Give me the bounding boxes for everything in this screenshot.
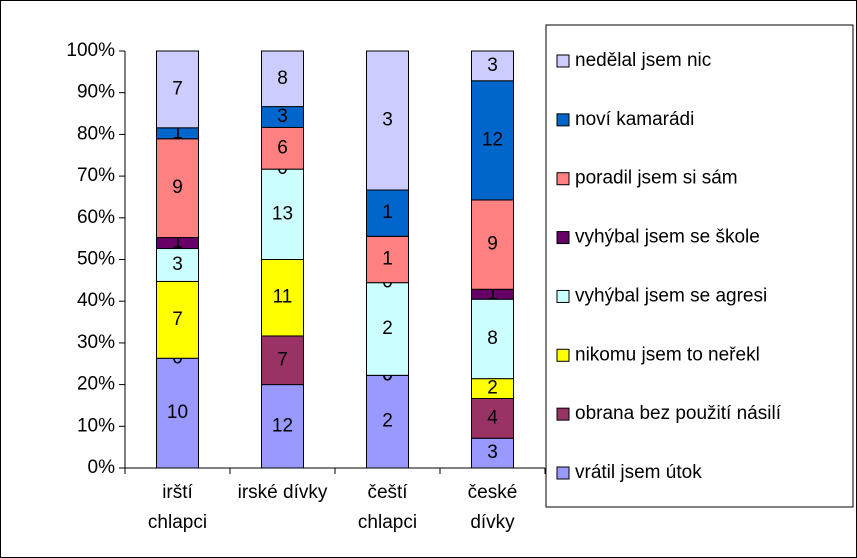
legend-label: noví kamarádi (575, 109, 694, 130)
data-label: 2 (382, 318, 393, 339)
bar-segment (156, 138, 199, 239)
bar-segment (156, 50, 199, 129)
y-tick-label: 10% (77, 415, 115, 436)
bar-segment (156, 280, 199, 359)
bar-segment (366, 374, 409, 469)
bar-segment (261, 335, 304, 386)
y-tick-label: 60% (77, 207, 115, 228)
bar-segment (471, 298, 514, 380)
bar-segment (366, 282, 409, 376)
data-label: 2 (382, 411, 393, 432)
legend-label: nikomu jsem to neřekl (575, 344, 760, 365)
data-label: 11 (273, 287, 293, 308)
x-tick-label: irští chlapci (147, 482, 208, 533)
bar-segment (471, 199, 514, 290)
data-label: 6 (277, 137, 288, 158)
y-tick-label: 70% (77, 165, 115, 186)
data-label: 7 (172, 309, 183, 330)
data-label: 1 (487, 283, 498, 304)
data-label: 7 (172, 78, 183, 99)
y-tick-label: 30% (77, 332, 115, 353)
bar-segment (261, 126, 304, 170)
legend-box (545, 24, 854, 508)
data-label: 2 (487, 378, 498, 399)
bar-segment (156, 248, 199, 282)
bar-segment (366, 189, 409, 237)
y-tick-label: 50% (77, 249, 115, 270)
data-label: 10 (167, 402, 188, 423)
legend-swatch (556, 172, 570, 186)
legend-label: nedělal jsem nic (575, 50, 711, 71)
legend-swatch (556, 289, 570, 303)
legend-label: obrana bez použití násilí (575, 403, 782, 424)
bar-segment (471, 50, 514, 82)
data-label: 1 (172, 232, 183, 253)
data-label: 3 (487, 55, 498, 76)
data-label: 3 (172, 254, 183, 275)
data-label: 4 (487, 407, 498, 428)
bar-segment (366, 50, 409, 191)
data-label: 3 (487, 442, 498, 463)
data-label: 8 (277, 68, 288, 89)
data-label: 7 (277, 349, 288, 370)
data-label: 1 (172, 122, 183, 143)
data-label: 3 (382, 110, 393, 131)
data-label: 1 (382, 249, 393, 270)
y-tick-label: 20% (77, 374, 115, 395)
bar-segment (261, 50, 304, 108)
legend-label: vrátil jsem útok (575, 462, 702, 483)
legend-label: poradil jsem si sám (575, 168, 738, 189)
y-tick-label: 40% (77, 290, 115, 311)
data-label: 3 (277, 106, 288, 127)
y-tick-label: 90% (77, 82, 115, 103)
bar-segment (471, 80, 514, 201)
bar-segment (471, 437, 514, 469)
legend-label: vyhýbal jsem se agresi (575, 285, 767, 306)
data-label: 12 (482, 129, 503, 150)
legend-swatch (556, 466, 570, 480)
data-label: 13 (272, 203, 293, 224)
legend-swatch (556, 407, 570, 421)
legend-swatch (556, 113, 570, 127)
x-tick-label: irské dívky (237, 482, 328, 503)
bar-segment (261, 259, 304, 337)
legend-swatch (556, 54, 570, 68)
legend-swatch (556, 231, 570, 245)
data-label: 8 (487, 328, 498, 349)
y-tick-label: 100% (66, 40, 115, 61)
data-label: 12 (272, 415, 293, 436)
y-tick-label: 80% (77, 123, 115, 144)
y-tick-label: 0% (88, 457, 116, 478)
data-label: 1 (382, 202, 393, 223)
bar-segment (261, 168, 304, 260)
legend-label: vyhýbal jsem se škole (575, 227, 760, 248)
x-tick-label: čeští chlapci (357, 482, 418, 533)
x-tick-label: české dívky (467, 482, 518, 533)
data-label: 9 (487, 234, 498, 255)
legend-swatch (556, 348, 570, 362)
bar-segment (366, 235, 409, 284)
data-label: 9 (172, 177, 183, 198)
